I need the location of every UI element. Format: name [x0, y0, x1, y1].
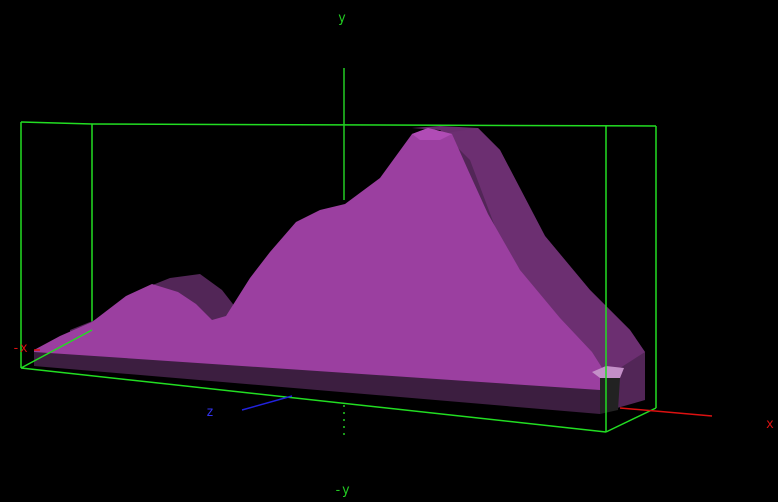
x-axis-line	[619, 407, 713, 417]
pos-y-axis-label: y	[338, 11, 346, 26]
solid-front-face	[34, 128, 606, 390]
z-axis-label: z	[206, 405, 214, 420]
z-axis-line	[241, 395, 293, 411]
bounding-box-front	[20, 122, 657, 433]
neg-x-axis-label: -x	[12, 341, 28, 356]
solid-bottom-face	[34, 350, 600, 414]
solid-end-cap	[592, 366, 624, 378]
neg-y-axis-label: -y	[334, 483, 350, 498]
bounding-box-back	[20, 121, 657, 408]
pos-x-axis-label: x	[766, 417, 774, 432]
solid-end-face	[600, 378, 620, 414]
solid-side-face	[412, 126, 645, 372]
solid-top-edge	[412, 128, 452, 140]
